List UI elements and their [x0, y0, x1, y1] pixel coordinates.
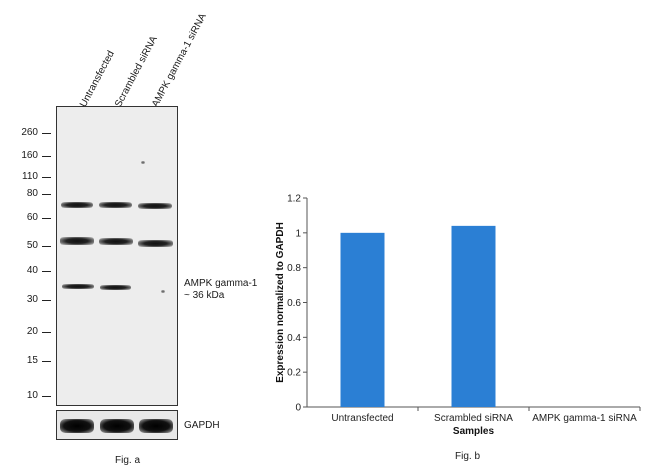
gapdh-band	[100, 419, 134, 433]
target-name: AMPK gamma-1	[184, 278, 258, 289]
y-tick-label: 0	[295, 403, 301, 414]
blot-speck	[141, 161, 145, 164]
mw-tick	[42, 156, 51, 157]
y-tick-label: 1	[295, 228, 301, 239]
mw-tick	[42, 194, 51, 195]
blot-band	[99, 238, 133, 245]
figure-caption-a: Fig. a	[115, 455, 141, 466]
bar	[340, 232, 385, 407]
mw-tick	[42, 246, 51, 247]
y-axis-title: Expression normalized to GAPDH	[275, 222, 286, 383]
mw-marker: 260	[21, 127, 38, 138]
mw-tick	[42, 332, 51, 333]
blot-band	[138, 203, 172, 209]
mw-marker: 20	[26, 326, 38, 337]
y-tick-label: 0.4	[287, 333, 301, 344]
target-label: AMPK gamma-1 ~ 36 kDa	[184, 278, 257, 302]
mw-marker: 30	[26, 294, 38, 305]
mw-marker: 15	[26, 355, 38, 366]
mw-tick	[42, 361, 51, 362]
mw-marker: 40	[26, 265, 38, 276]
figure-caption-b: Fig. b	[455, 451, 481, 462]
bar	[451, 225, 496, 407]
blot-band	[138, 240, 173, 247]
mw-marker: 160	[21, 150, 38, 161]
mw-tick	[42, 133, 51, 134]
mw-marker: 60	[26, 212, 38, 223]
blot-band	[60, 237, 94, 245]
mw-marker: 10	[26, 390, 38, 401]
loading-control-label: GAPDH	[184, 420, 220, 431]
blot-band	[61, 202, 93, 208]
gapdh-band	[60, 419, 94, 433]
y-tick-label: 0.2	[287, 368, 301, 379]
target-band	[62, 284, 94, 289]
gapdh-band	[139, 419, 173, 433]
mw-tick	[42, 300, 51, 301]
x-axis-title: Samples	[453, 426, 495, 437]
target-band	[100, 285, 131, 290]
mw-tick	[42, 271, 51, 272]
target-size: ~ 36 kDa	[184, 290, 225, 301]
y-tick-label: 1.2	[287, 194, 301, 205]
x-tick-label: Scrambled siRNA	[434, 413, 513, 424]
blot-band	[99, 202, 132, 208]
blot-membrane	[56, 106, 178, 406]
mw-tick	[42, 396, 51, 397]
x-tick-label: Untransfected	[331, 413, 393, 424]
x-tick-label: AMPK gamma-1 siRNA	[532, 413, 637, 424]
mw-tick	[42, 218, 51, 219]
mw-marker: 110	[22, 171, 38, 182]
y-tick-label: 0.8	[287, 263, 301, 274]
mw-marker: 50	[26, 240, 38, 251]
blot-speck	[161, 290, 165, 293]
gapdh-blot	[56, 410, 178, 440]
y-tick-label: 0.6	[287, 298, 301, 309]
mw-marker: 80	[26, 188, 38, 199]
mw-tick	[42, 177, 51, 178]
